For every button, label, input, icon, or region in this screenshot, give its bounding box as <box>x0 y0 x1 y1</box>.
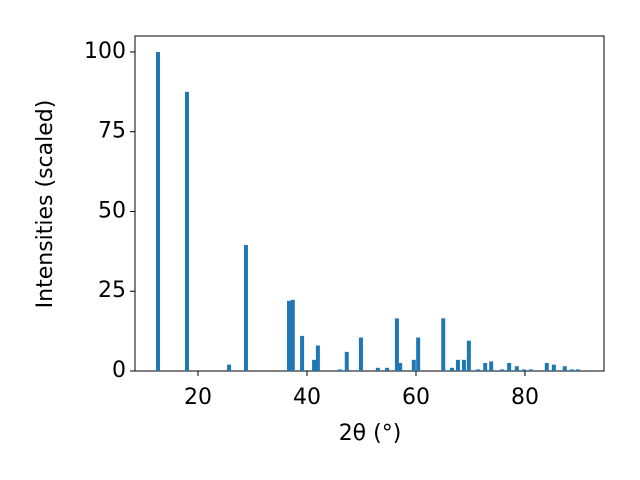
y-axis-label: Intensities (scaled) <box>33 100 58 309</box>
bar <box>466 340 471 371</box>
bar <box>184 91 189 371</box>
bar <box>227 364 232 371</box>
bar <box>441 318 446 371</box>
bar <box>243 244 248 371</box>
bar <box>358 337 363 371</box>
bar <box>461 359 466 371</box>
bar <box>562 366 567 371</box>
bar <box>489 361 494 371</box>
x-tick-label: 20 <box>184 385 212 410</box>
bar <box>569 369 574 371</box>
bar <box>337 369 342 371</box>
y-tick-label: 100 <box>84 39 126 64</box>
plot-frame <box>134 35 605 372</box>
bar <box>514 366 519 371</box>
x-tick-label: 40 <box>293 385 321 410</box>
bar <box>300 335 305 371</box>
bar <box>521 369 526 371</box>
bar <box>551 364 556 371</box>
bar <box>528 369 533 371</box>
y-tick-label: 50 <box>98 198 126 223</box>
bar <box>483 363 488 371</box>
bar <box>500 369 505 371</box>
bar <box>344 351 349 371</box>
bar <box>416 337 421 371</box>
bar <box>375 367 380 371</box>
bar <box>290 299 295 371</box>
bar <box>411 359 416 371</box>
bar <box>449 367 454 371</box>
x-axis-label: 2θ (°) <box>339 421 402 446</box>
bar <box>155 51 160 371</box>
bar <box>398 363 403 371</box>
bar <box>544 363 549 371</box>
x-tick-label: 80 <box>511 385 539 410</box>
y-tick-label: 25 <box>98 278 126 303</box>
bar <box>315 345 320 371</box>
bar <box>507 363 512 371</box>
bar <box>575 369 580 371</box>
y-tick-label: 75 <box>98 119 126 144</box>
bar <box>385 367 390 371</box>
y-tick-label: 0 <box>112 358 126 383</box>
bar <box>455 359 460 371</box>
bar <box>287 300 292 371</box>
bar <box>312 359 317 371</box>
bar <box>476 369 481 371</box>
x-tick-label: 60 <box>402 385 430 410</box>
bar <box>394 318 399 371</box>
